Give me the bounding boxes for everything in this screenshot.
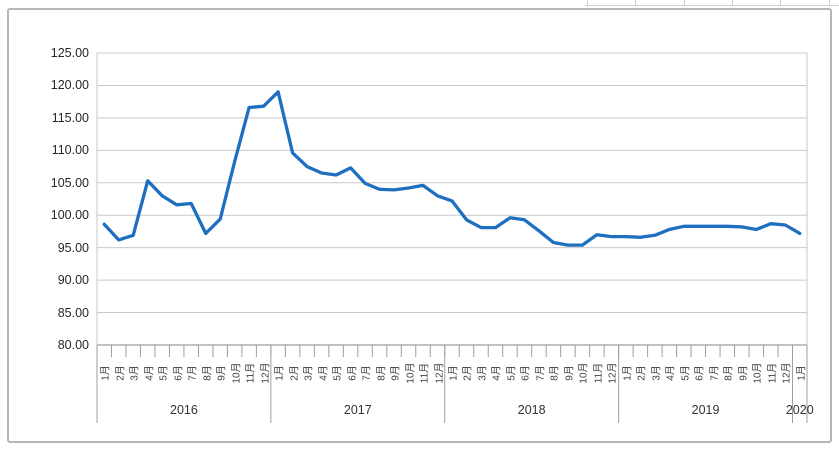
x-axis-month-label: 5月 <box>158 365 170 381</box>
x-axis-month-label: 2月 <box>289 365 301 381</box>
y-axis-label: 105.00 <box>50 175 89 190</box>
y-axis-label: 100.00 <box>50 208 89 223</box>
y-axis-label: 80.00 <box>57 338 89 352</box>
x-axis-month-label: 2月 <box>636 365 648 381</box>
x-axis-month-label: 10月 <box>752 362 764 384</box>
x-axis-month-label: 9月 <box>390 365 402 381</box>
spreadsheet-cell-border <box>635 0 637 5</box>
x-axis-month-label: 12月 <box>260 362 272 384</box>
x-axis-month-label: 4月 <box>665 365 677 381</box>
x-axis-month-label: 8月 <box>723 365 735 381</box>
x-axis-month-label: 7月 <box>361 365 373 381</box>
x-axis-month-label: 10月 <box>578 362 590 384</box>
x-axis-month-label: 7月 <box>535 365 547 381</box>
x-axis-month-label: 1月 <box>622 365 634 381</box>
x-axis-month-label: 11月 <box>767 362 779 384</box>
x-axis-year-label: 2017 <box>343 403 372 417</box>
y-axis-label: 110.00 <box>51 143 89 158</box>
x-axis-month-label: 3月 <box>651 365 663 381</box>
x-axis-month-label: 2月 <box>462 365 474 381</box>
x-axis-month-label: 5月 <box>680 365 692 381</box>
x-axis-month-label: 5月 <box>332 365 344 381</box>
x-axis-month-label: 5月 <box>506 365 518 381</box>
x-axis-month-label: 4月 <box>144 365 156 381</box>
x-axis-month-label: 9月 <box>738 365 750 381</box>
x-axis-month-label: 10月 <box>405 362 417 384</box>
x-axis-month-label: 7月 <box>709 365 721 381</box>
y-axis-label: 85.00 <box>57 305 89 320</box>
x-axis-year-label: 2016 <box>170 403 198 417</box>
spreadsheet-cell-border <box>780 0 782 5</box>
x-axis-month-label: 6月 <box>694 365 706 381</box>
x-axis-month-label: 11月 <box>245 362 257 384</box>
spreadsheet-cell-border <box>828 0 830 5</box>
y-axis-label: 95.00 <box>57 240 89 255</box>
x-axis-month-label: 1月 <box>274 365 286 381</box>
x-axis-month-label: 3月 <box>129 365 141 381</box>
x-axis-month-label: 7月 <box>187 365 199 381</box>
series-line[interactable] <box>102 90 802 247</box>
x-axis-month-label: 9月 <box>216 365 228 381</box>
x-axis-year-label: 2018 <box>517 403 546 417</box>
y-axis-label: 115.00 <box>51 110 89 125</box>
x-axis-month-label: 4月 <box>318 365 330 381</box>
plot-border <box>96 52 808 346</box>
x-axis-month-label: 1月 <box>448 365 460 381</box>
x-axis-month-label: 4月 <box>491 365 503 381</box>
x-axis-month-label: 3月 <box>477 365 489 381</box>
spreadsheet-cell-border <box>683 0 685 5</box>
x-axis-month-label: 12月 <box>781 362 793 384</box>
x-axis-month-label: 3月 <box>303 365 315 381</box>
x-axis-month-label: 6月 <box>520 365 532 381</box>
x-axis-month-label: 11月 <box>593 362 605 384</box>
spreadsheet-cell-border <box>731 0 733 5</box>
x-axis-year-label: 2019 <box>691 403 720 417</box>
x-axis-month-label: 12月 <box>434 362 445 384</box>
x-axis-month-label: 6月 <box>347 365 359 381</box>
x-axis-month-label: 9月 <box>564 365 576 381</box>
y-axis-label: 125.00 <box>50 46 89 60</box>
x-axis-month-label: 1月 <box>100 365 112 381</box>
x-axis-month-label: 6月 <box>173 365 185 381</box>
x-axis-year-label: 2020 <box>785 403 814 417</box>
x-axis-month-label: 12月 <box>607 362 619 384</box>
x-axis-month-label: 10月 <box>231 362 243 384</box>
x-axis-month-label: 1月 <box>796 365 808 381</box>
x-axis-month-label: 2月 <box>115 365 127 381</box>
x-axis-month-label: 8月 <box>376 365 388 381</box>
y-axis-label: 90.00 <box>57 273 89 288</box>
x-axis-month-label: 8月 <box>202 365 214 381</box>
spreadsheet-grid-sliver <box>585 0 839 6</box>
y-axis-label: 120.00 <box>50 78 89 93</box>
spreadsheet-cell-border <box>587 0 588 5</box>
x-axis-month-label: 11月 <box>419 362 431 384</box>
x-axis-month-label: 8月 <box>549 365 561 381</box>
